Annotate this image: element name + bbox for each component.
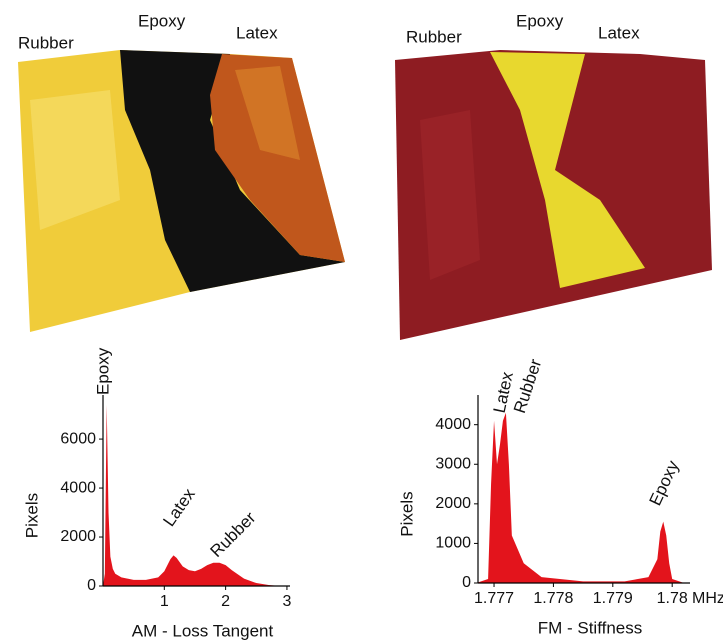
- peak-annotation: Epoxy: [93, 347, 112, 395]
- x-axis-title: FM - Stiffness: [538, 618, 643, 637]
- image-label: Rubber: [18, 33, 74, 52]
- peak-annotation: Latex: [159, 484, 199, 529]
- image-label: Latex: [236, 23, 278, 42]
- image-label: Epoxy: [516, 11, 564, 30]
- y-tick-label: 6000: [60, 430, 96, 447]
- image-label: Epoxy: [138, 11, 186, 30]
- x-tick-label: 2: [221, 593, 230, 610]
- x-unit: MHz: [692, 590, 723, 607]
- y-tick-label: 1000: [435, 535, 471, 552]
- peak-annotation: Epoxy: [645, 457, 682, 508]
- x-tick-label: 3: [282, 593, 291, 610]
- x-tick-label: 1.78: [657, 590, 688, 607]
- y-tick-label: 2000: [435, 495, 471, 512]
- y-tick-label: 2000: [60, 528, 96, 545]
- peak-annotation: Rubber: [510, 356, 545, 415]
- y-axis-title: Pixels: [22, 493, 41, 538]
- image-label: Latex: [598, 23, 640, 42]
- x-tick-label: 1.779: [593, 590, 633, 607]
- y-tick-label: 3000: [435, 455, 471, 472]
- y-tick-label: 4000: [60, 479, 96, 496]
- x-axis-title: AM - Loss Tangent: [132, 621, 274, 640]
- y-axis-title: Pixels: [397, 491, 416, 536]
- x-tick-label: 1: [160, 593, 169, 610]
- y-tick-label: 0: [87, 577, 96, 594]
- afm-image-stiffness: [395, 50, 712, 340]
- x-tick-label: 1.778: [533, 590, 573, 607]
- figure: RubberEpoxyLatexRubberEpoxyLatex02000400…: [0, 0, 723, 644]
- y-tick-label: 4000: [435, 416, 471, 433]
- image-label: Rubber: [406, 27, 462, 46]
- afm-image-loss-tangent: [18, 50, 345, 332]
- peak-annotation: Rubber: [207, 508, 260, 561]
- x-tick-label: 1.777: [474, 590, 514, 607]
- y-tick-label: 0: [462, 574, 471, 591]
